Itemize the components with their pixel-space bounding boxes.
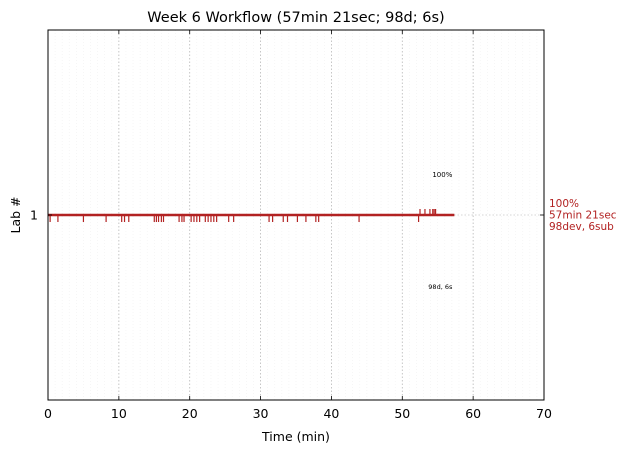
x-tick-label: 20: [182, 406, 198, 421]
x-axis-label: Time (min): [261, 429, 330, 444]
x-tick-label: 60: [465, 406, 481, 421]
dev-sub-count-label: 98d, 6s: [428, 283, 453, 291]
summary-label: 100%: [549, 198, 579, 210]
x-tick-label: 0: [44, 406, 52, 421]
y-tick-label: 1: [30, 208, 38, 223]
x-tick-label: 30: [253, 406, 269, 421]
percent-label: 100%: [432, 171, 452, 179]
chart-title: Week 6 Workflow (57min 21sec; 98d; 6s): [147, 10, 444, 26]
x-tick-label: 70: [536, 406, 552, 421]
x-tick-label: 10: [111, 406, 127, 421]
x-axis-ticks: 0 10 20 30 40 50 60 70: [44, 30, 552, 421]
y-axis-ticks: 1: [30, 208, 544, 223]
summary-label: 98dev, 6sub: [549, 221, 614, 233]
x-tick-label: 40: [323, 406, 339, 421]
plot-area: [48, 209, 544, 222]
grid-lines: [54, 30, 538, 400]
summary-label: 57min 21sec: [549, 210, 617, 222]
x-tick-label: 50: [394, 406, 410, 421]
y-axis-label: Lab #: [8, 196, 23, 233]
